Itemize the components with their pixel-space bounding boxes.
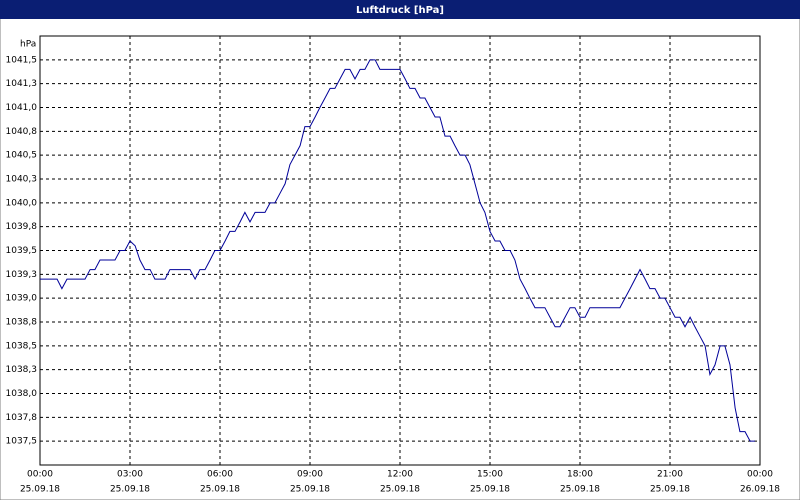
y-unit: hPa: [20, 40, 36, 50]
y-tick-label: 1038,5: [6, 341, 38, 351]
x-tick-date: 25.09.18: [20, 485, 60, 495]
x-tick-date: 25.09.18: [290, 485, 330, 495]
x-tick-date: 25.09.18: [380, 485, 420, 495]
data-line: [40, 59, 755, 442]
window-title: Luftdruck [hPa]: [356, 5, 444, 16]
title-bar: [0, 0, 800, 19]
x-tick-label: 15:00: [477, 470, 503, 480]
y-tick-label: 1037,8: [6, 413, 38, 423]
y-tick-label: 1040,5: [6, 151, 38, 161]
x-tick-date: 25.09.18: [110, 485, 150, 495]
x-tick-label: 00:00: [747, 470, 773, 480]
y-tick-label: 1039,0: [6, 294, 38, 304]
y-tick-label: 1041,3: [6, 79, 38, 89]
y-tick-label: 1040,0: [6, 198, 38, 208]
x-tick-label: 00:00: [27, 470, 53, 480]
x-tick-date: 25.09.18: [560, 485, 600, 495]
x-tick-label: 09:00: [297, 470, 323, 480]
x-tick-date: 25.09.18: [470, 485, 510, 495]
y-tick-label: 1039,5: [6, 246, 38, 256]
x-tick-label: 12:00: [387, 470, 413, 480]
y-tick-label: 1038,3: [6, 365, 38, 375]
y-tick-label: 1038,0: [6, 389, 38, 399]
y-tick-label: 1041,0: [6, 103, 38, 113]
y-tick-label: 1038,8: [6, 318, 38, 328]
y-tick-label: 1040,3: [6, 175, 38, 185]
x-tick-date: 26.09.18: [740, 485, 780, 495]
x-tick-label: 21:00: [657, 470, 683, 480]
y-tick-label: 1039,3: [6, 270, 38, 280]
y-tick-label: 1039,8: [6, 222, 38, 232]
x-tick-date: 25.09.18: [200, 485, 240, 495]
y-tick-label: 1041,5: [6, 55, 38, 65]
y-tick-label: 1040,8: [6, 127, 38, 137]
x-tick-date: 25.09.18: [650, 485, 690, 495]
x-tick-label: 06:00: [207, 470, 233, 480]
y-tick-label: 1037,5: [6, 437, 38, 447]
x-tick-label: 03:00: [117, 470, 143, 480]
x-tick-label: 18:00: [567, 470, 593, 480]
